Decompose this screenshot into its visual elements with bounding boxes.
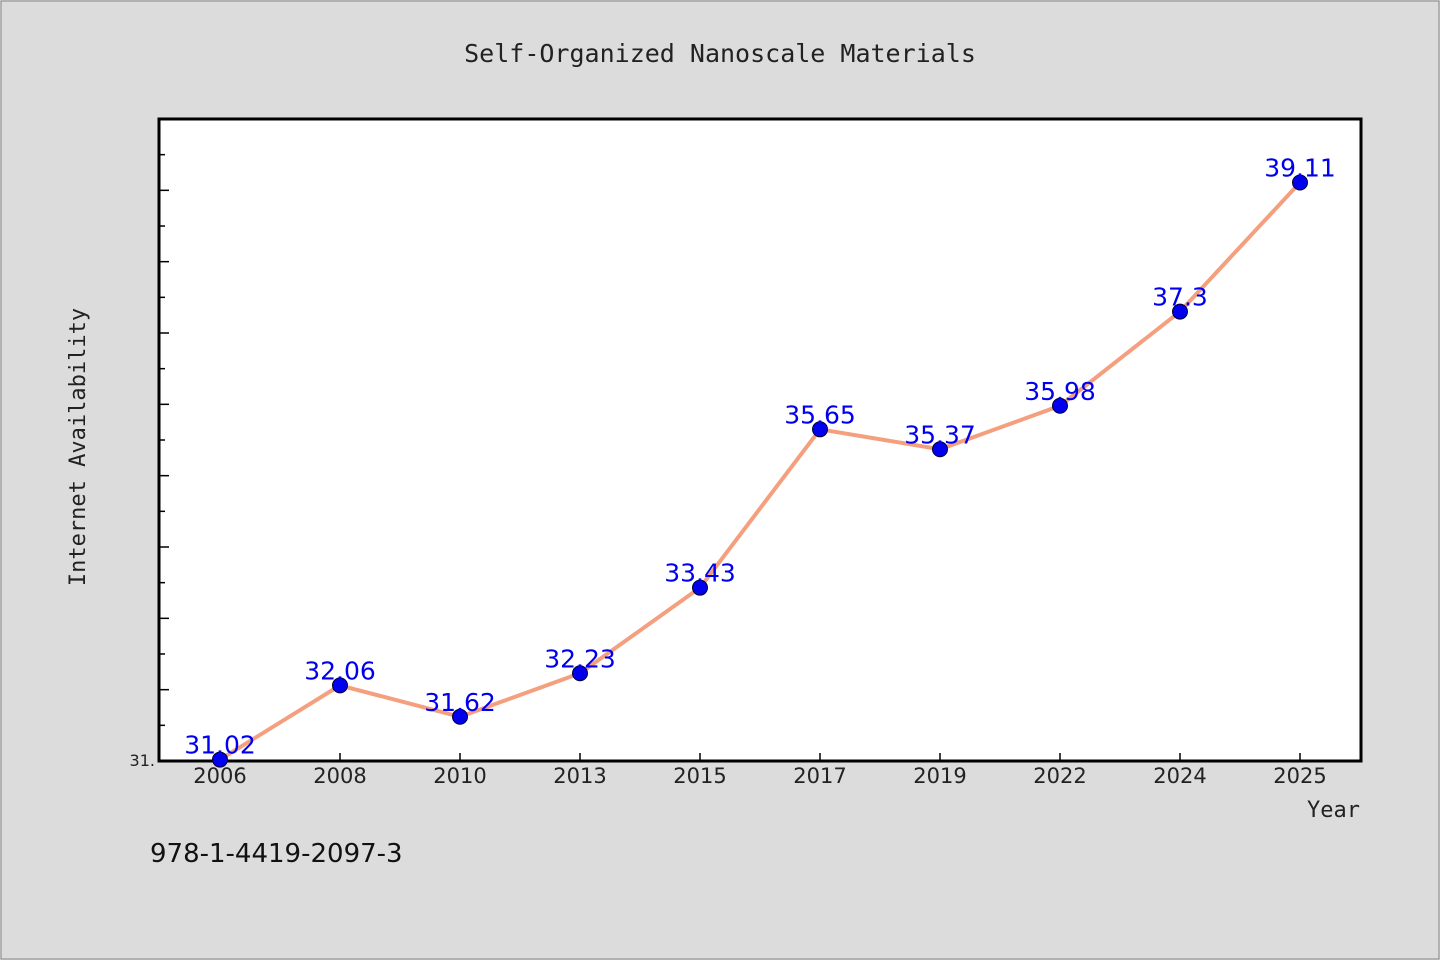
data-point (452, 708, 468, 725)
data-point (1172, 303, 1188, 320)
data-point (692, 579, 708, 596)
y-tick-label: 31. (130, 751, 155, 770)
series-line-segment (818, 427, 942, 452)
marker-group (212, 174, 1308, 768)
series-line-segment (1178, 180, 1302, 314)
data-label: 35.37 (904, 420, 976, 449)
data-label: 33.43 (664, 559, 736, 588)
plot-area (157, 117, 1363, 763)
series-line-segment (338, 683, 462, 719)
data-label: 32.23 (544, 644, 616, 673)
data-label: 31.02 (184, 731, 256, 760)
data-point (812, 421, 828, 438)
x-tick-label: 2008 (313, 764, 366, 788)
chart-title: Self-Organized Nanoscale Materials (464, 39, 976, 68)
data-label: 32.06 (304, 656, 376, 685)
x-tick-label: 2010 (433, 764, 486, 788)
isbn-text: 978-1-4419-2097-3 (150, 839, 403, 869)
x-tick-label: 2019 (913, 764, 966, 788)
x-axis-tick-labels: 2006 2008 2010 2013 2015 2017 2019 2022 2024 2025 (193, 764, 1326, 788)
x-tick-label: 2017 (793, 764, 846, 788)
x-axis-label: Year (1307, 798, 1360, 823)
data-point (572, 665, 588, 682)
x-tick-label: 2025 (1273, 764, 1326, 788)
x-tick-label: 2013 (553, 764, 606, 788)
series-line-segment (938, 403, 1062, 452)
x-tick-label: 2022 (1033, 764, 1086, 788)
data-label: 35.98 (1024, 377, 1096, 406)
series-line-group (218, 180, 1302, 762)
data-label: 39.11 (1264, 153, 1336, 182)
data-point (332, 677, 348, 694)
data-label: 37.3 (1152, 283, 1208, 312)
data-label: 31.62 (424, 688, 496, 717)
y-axis-ticks (159, 153, 169, 727)
x-tick-label: 2024 (1153, 764, 1206, 788)
data-label-group: 31.02 32.06 31.62 32.23 33.43 35.65 35.37 35.98… (184, 153, 1336, 759)
series-line-segment (698, 427, 822, 590)
data-point (1052, 397, 1068, 414)
series-line-segment (578, 585, 702, 676)
data-point (212, 751, 228, 768)
x-tick-label: 2006 (193, 764, 246, 788)
x-tick-label: 2015 (673, 764, 726, 788)
data-point (1292, 174, 1308, 191)
series-line-segment (458, 671, 582, 719)
data-point (932, 441, 948, 458)
series-line-segment (1058, 309, 1182, 408)
y-axis-label: Internet Availability (66, 308, 91, 586)
series-line-segment (218, 683, 342, 762)
data-label: 35.65 (784, 400, 856, 429)
